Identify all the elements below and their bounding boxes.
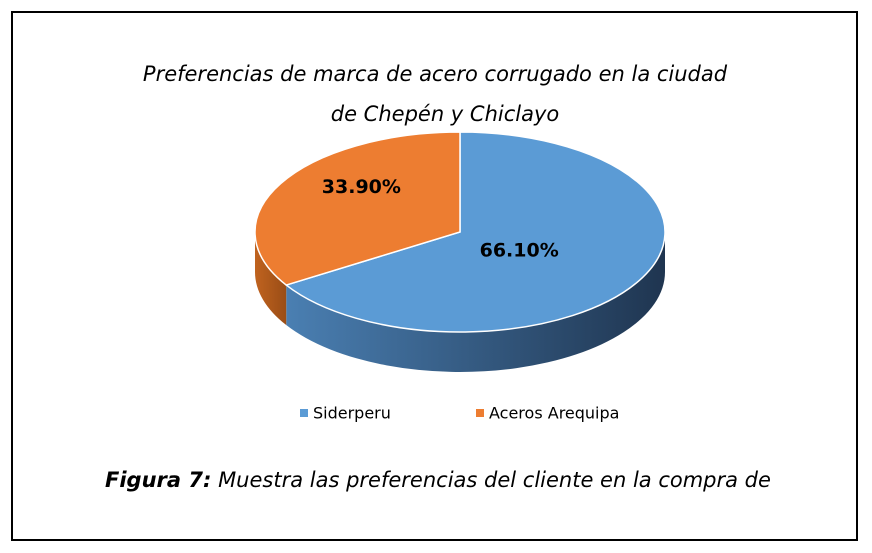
pie: 66.10% 33.90% <box>254 131 666 372</box>
legend-swatch <box>476 409 484 417</box>
chart-title: Preferencias de marca de acero corrugado… <box>143 62 728 86</box>
data-label: 33.90% <box>322 176 401 198</box>
slice-side <box>286 232 665 372</box>
caption-text: Muestra las preferencias del cliente en … <box>218 468 771 492</box>
legend-label: Aceros Arequipa <box>489 404 619 423</box>
caption-label: Figura 7: <box>105 468 211 492</box>
slice <box>284 131 666 333</box>
legend-swatch <box>300 409 308 417</box>
chart-title: de Chepén y Chiclayo <box>331 102 560 126</box>
legend: Siderperu Aceros Arequipa <box>300 404 619 423</box>
data-label: 66.10% <box>480 239 559 261</box>
legend-label: Siderperu <box>313 404 391 423</box>
slice-side <box>255 232 287 326</box>
caption: Figura 7: Muestra las preferencias del c… <box>105 468 771 492</box>
slice <box>254 131 461 286</box>
